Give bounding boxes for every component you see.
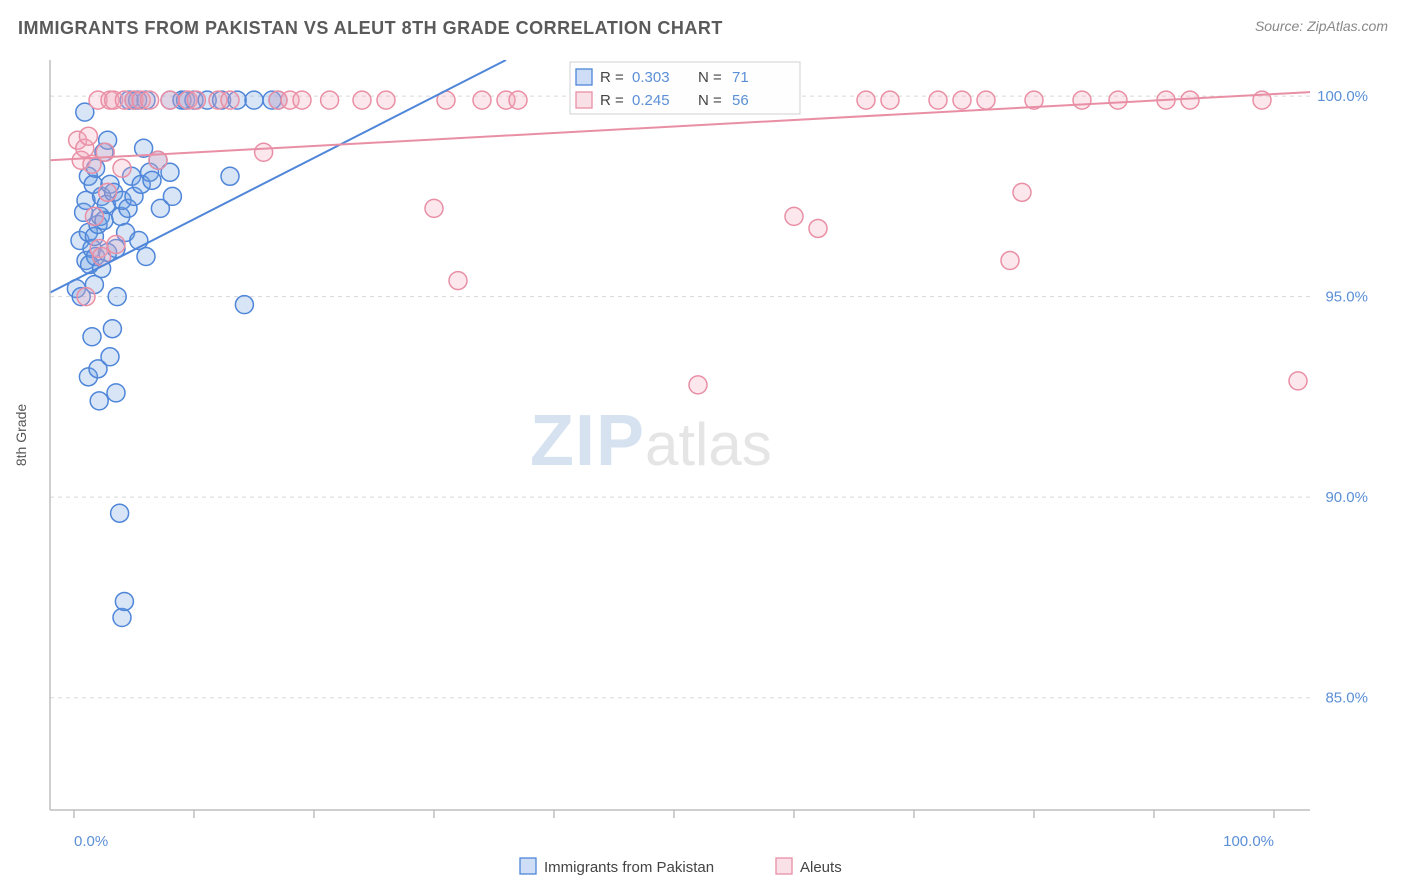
aleut-point [113, 159, 131, 177]
aleut-point [353, 91, 371, 109]
pakistan-point [137, 248, 155, 266]
aleut-point [689, 376, 707, 394]
aleut-point [293, 91, 311, 109]
y-tick-label: 100.0% [1317, 88, 1368, 105]
bottom-legend-label: Aleuts [800, 859, 842, 876]
aleut-point [99, 183, 117, 201]
legend-swatch [576, 92, 592, 108]
bottom-legend-swatch [520, 858, 536, 874]
aleut-point [1013, 183, 1031, 201]
source-attribution: Source: ZipAtlas.com [1255, 18, 1388, 34]
aleut-point [449, 272, 467, 290]
y-axis-label: 8th Grade [13, 404, 29, 466]
pakistan-point [245, 91, 263, 109]
aleut-point [425, 199, 443, 217]
aleut-point [857, 91, 875, 109]
y-tick-label: 95.0% [1325, 289, 1368, 306]
bottom-legend-swatch [776, 858, 792, 874]
pakistan-point [103, 320, 121, 338]
pakistan-point [101, 348, 119, 366]
chart-title: IMMIGRANTS FROM PAKISTAN VS ALEUT 8TH GR… [18, 18, 723, 38]
aleut-point [141, 91, 159, 109]
pakistan-point [83, 328, 101, 346]
watermark: ZIPatlas [530, 401, 772, 481]
y-tick-label: 90.0% [1325, 489, 1368, 506]
bottom-legend-label: Immigrants from Pakistan [544, 859, 714, 876]
aleut-point [1109, 91, 1127, 109]
aleut-point [1073, 91, 1091, 109]
aleut-point [929, 91, 947, 109]
legend-r-label: R = [600, 69, 624, 86]
aleut-point [1289, 372, 1307, 390]
aleut-point [79, 127, 97, 145]
aleut-point [809, 219, 827, 237]
pakistan-point [111, 504, 129, 522]
aleut-point [161, 91, 179, 109]
aleut-point [255, 143, 273, 161]
aleut-point [77, 288, 95, 306]
aleut-point [321, 91, 339, 109]
aleut-point [107, 235, 125, 253]
legend-r-value: 0.303 [632, 69, 670, 86]
aleut-point [1181, 91, 1199, 109]
aleut-point [785, 207, 803, 225]
pakistan-point [143, 171, 161, 189]
pakistan-point [221, 167, 239, 185]
correlation-scatter-chart: ZIPatlas 0.0% 100.0% 85.0% 90.0% 95.0% 100.0% 8… [0, 50, 1406, 892]
y-tick-label: 85.0% [1325, 690, 1368, 707]
pakistan-point [113, 608, 131, 626]
aleut-point [953, 91, 971, 109]
pakistan-point [107, 384, 125, 402]
legend-swatch [576, 69, 592, 85]
aleut-point [1001, 252, 1019, 270]
legend-r-label: R = [600, 92, 624, 109]
legend-n-label: N = [698, 92, 722, 109]
aleut-point [977, 91, 995, 109]
aleut-point [85, 207, 103, 225]
pakistan-point [90, 392, 108, 410]
pakistan-point [115, 592, 133, 610]
pakistan-point [108, 288, 126, 306]
aleut-point [221, 91, 239, 109]
aleut-point [473, 91, 491, 109]
aleut-point [509, 91, 527, 109]
aleut-point [881, 91, 899, 109]
x-tick-label: 0.0% [74, 833, 108, 850]
legend-n-label: N = [698, 69, 722, 86]
legend-n-value: 56 [732, 92, 749, 109]
legend-r-value: 0.245 [632, 92, 670, 109]
pakistan-point [235, 296, 253, 314]
legend-n-value: 71 [732, 69, 749, 86]
pakistan-point [163, 187, 181, 205]
aleut-point [187, 91, 205, 109]
aleut-point [377, 91, 395, 109]
x-tick-label: 100.0% [1223, 833, 1274, 850]
